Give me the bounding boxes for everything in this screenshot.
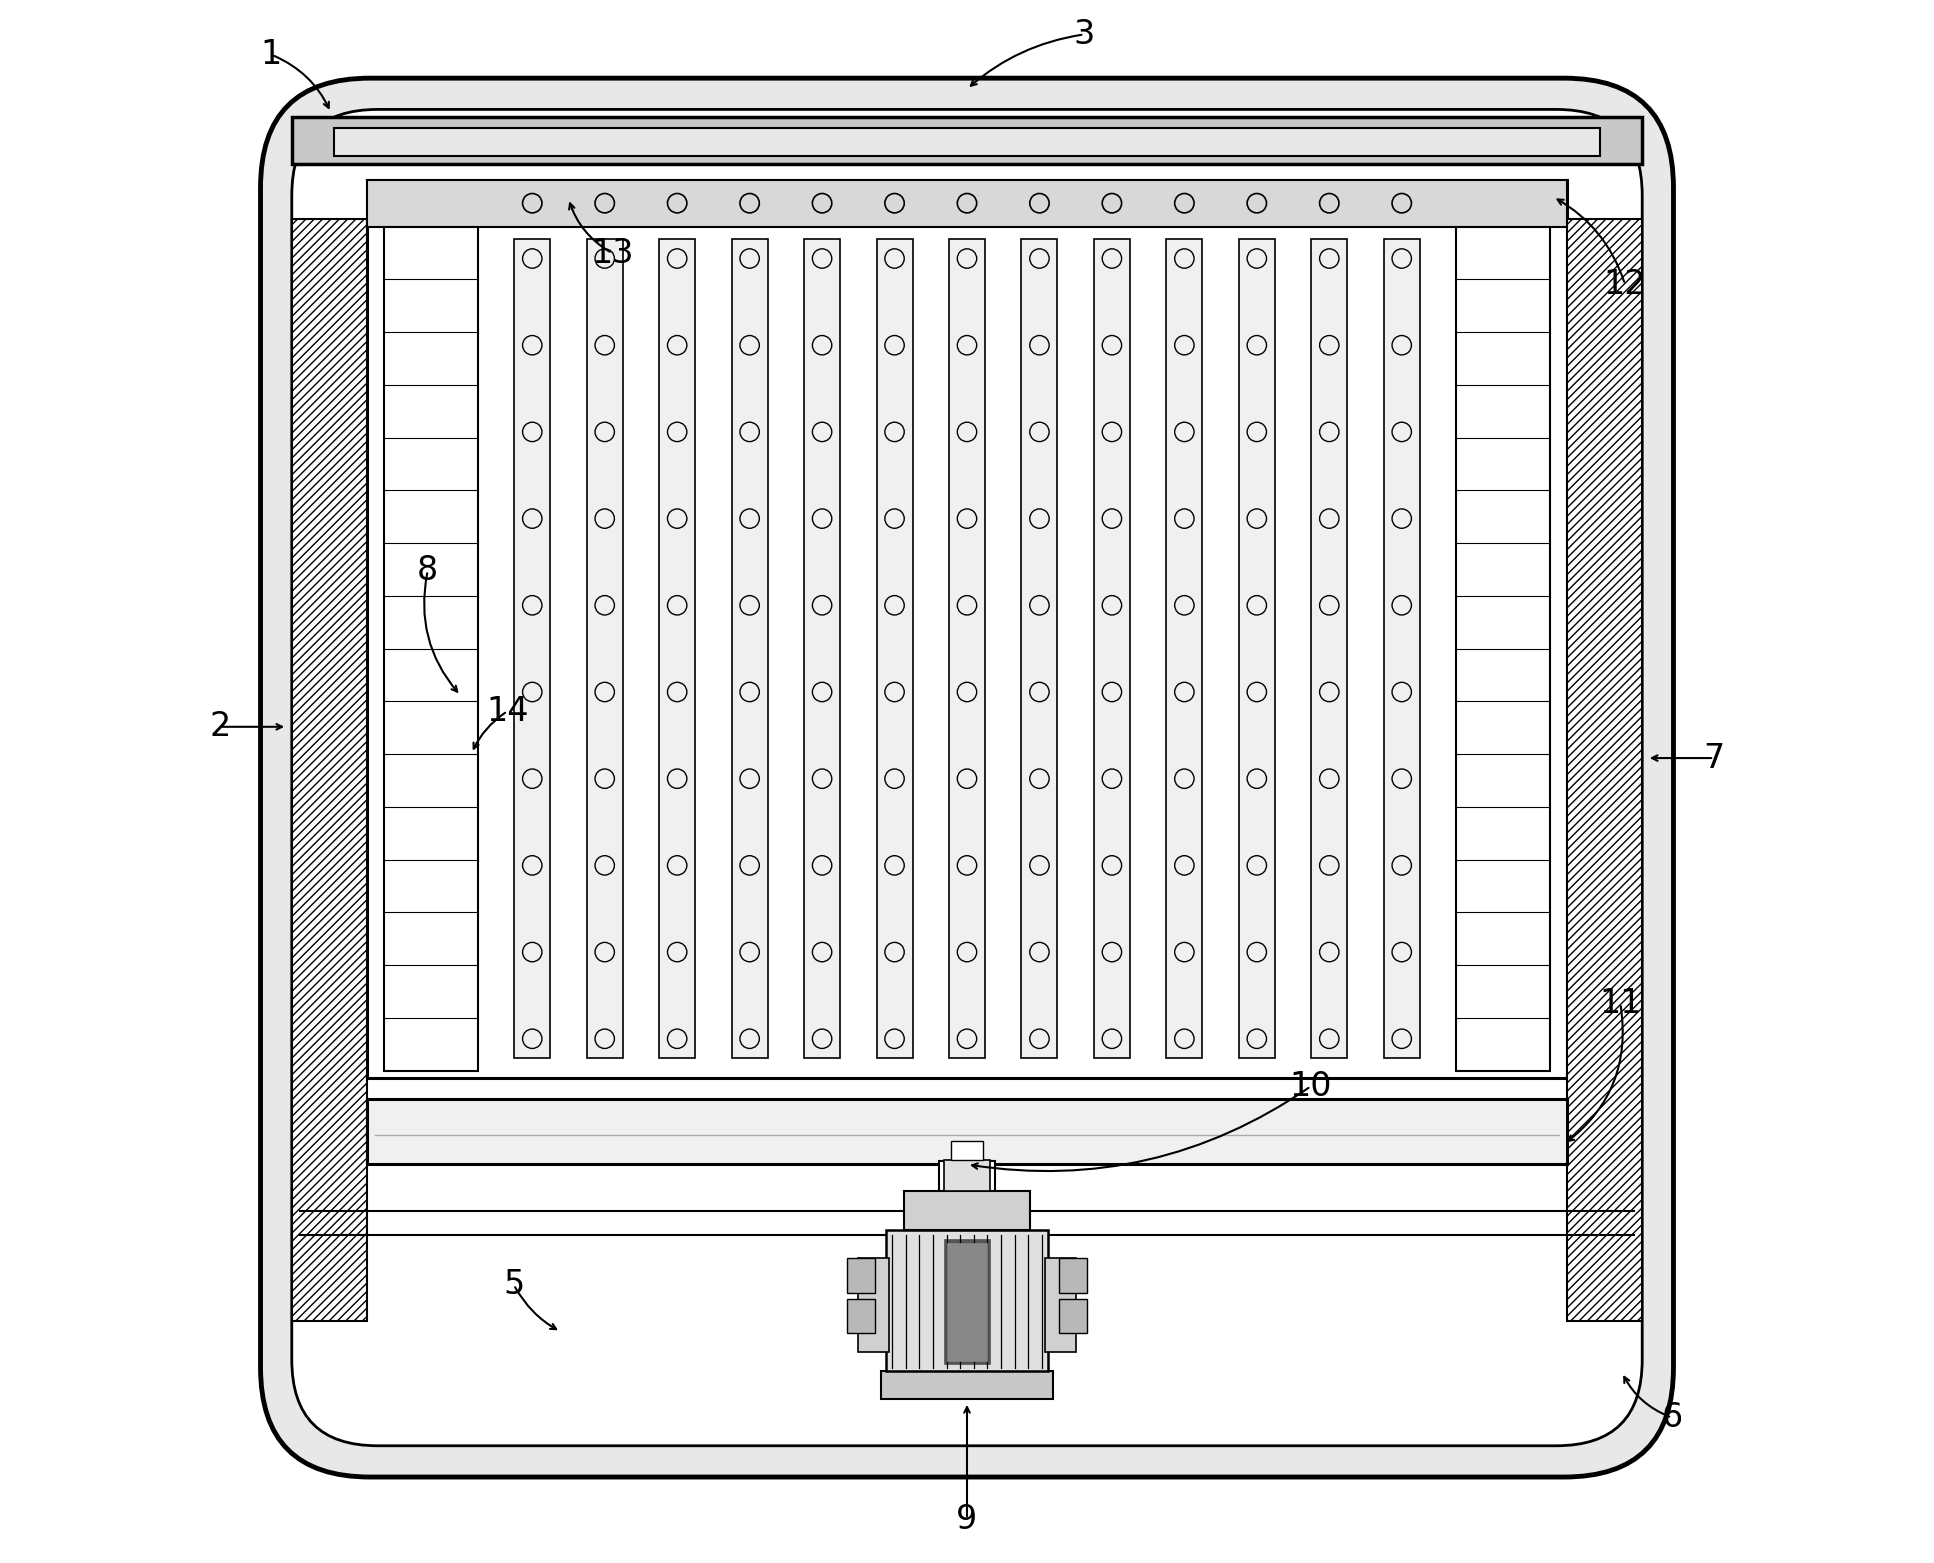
FancyBboxPatch shape [292, 109, 1642, 1446]
Text: 6: 6 [1661, 1400, 1683, 1435]
Bar [847, 1258, 874, 1293]
Text: 10: 10 [1290, 1069, 1333, 1103]
Bar [1060, 1299, 1087, 1333]
Bar [385, 227, 478, 1071]
Bar [1021, 239, 1058, 1058]
Bar [731, 239, 768, 1058]
Bar [952, 1141, 982, 1160]
Bar [857, 1258, 890, 1352]
Bar [1095, 239, 1129, 1058]
Bar [659, 239, 694, 1058]
Text: 3: 3 [1073, 17, 1095, 52]
Bar [938, 1161, 996, 1211]
Bar [1044, 1258, 1077, 1352]
FancyBboxPatch shape [261, 78, 1673, 1477]
Bar [367, 180, 1567, 1078]
Bar [367, 1099, 1567, 1164]
Bar [950, 239, 984, 1058]
Bar [1383, 239, 1420, 1058]
Bar [944, 1160, 990, 1191]
Bar [805, 239, 839, 1058]
Bar [1166, 239, 1203, 1058]
Bar [1060, 1258, 1087, 1293]
Bar [876, 239, 913, 1058]
Bar [1567, 219, 1642, 1321]
Bar [882, 1371, 1052, 1399]
Bar [586, 239, 623, 1058]
Bar [1240, 239, 1275, 1058]
Bar [946, 1243, 988, 1361]
Text: 11: 11 [1599, 986, 1642, 1021]
Bar [292, 219, 367, 1321]
Bar [905, 1191, 1029, 1230]
Text: 8: 8 [418, 553, 439, 588]
Bar [367, 180, 1567, 227]
Text: 9: 9 [957, 1502, 977, 1536]
Bar [292, 117, 1642, 164]
Text: 12: 12 [1603, 267, 1646, 302]
Bar [886, 1230, 1048, 1371]
Text: 14: 14 [485, 694, 528, 728]
Bar [1456, 227, 1549, 1071]
Bar [847, 1299, 874, 1333]
Text: 1: 1 [261, 38, 282, 72]
Bar [514, 239, 551, 1058]
Text: 13: 13 [592, 236, 634, 270]
Bar [1311, 239, 1348, 1058]
Bar [944, 1239, 990, 1364]
Text: 7: 7 [1704, 741, 1725, 775]
Bar [335, 128, 1599, 156]
Text: 5: 5 [503, 1268, 524, 1302]
Text: 2: 2 [209, 710, 230, 744]
